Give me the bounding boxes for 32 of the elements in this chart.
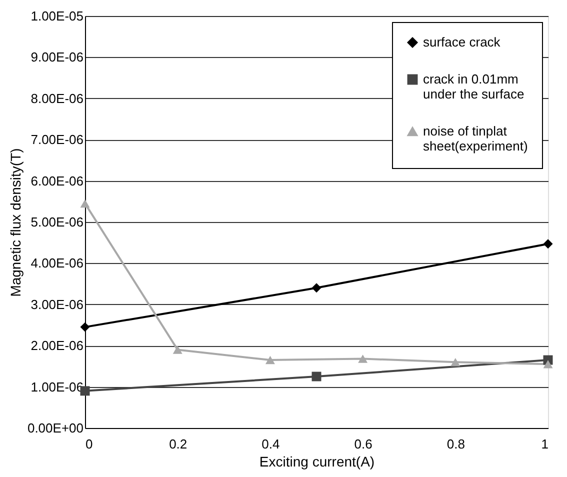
legend-label: noise of tinplat sheet(experiment) — [423, 124, 528, 154]
y-tick-label: 9.00E-06 — [30, 50, 84, 65]
x-tick-label: 0.6 — [354, 436, 372, 452]
x-axis-title: Exciting current(A) — [259, 454, 375, 470]
point — [80, 322, 90, 332]
x-tick-label: 0.2 — [169, 436, 188, 452]
x-tick-label: 1 — [541, 436, 548, 452]
x-tick-label: 0 — [86, 436, 93, 452]
legend-label: surface crack — [423, 34, 501, 50]
y-tick-label: 7.00E-06 — [30, 132, 84, 148]
point — [450, 358, 460, 366]
y-tick-label: 2.00E-06 — [30, 338, 84, 354]
y-axis-title: Magnetic flux density(T) — [7, 148, 24, 297]
y-tick-label: 5.00E-06 — [30, 214, 84, 230]
y-tick-label: 0.00E+00 — [27, 420, 84, 436]
x-tick-label: 0.8 — [446, 436, 465, 452]
x-tick-label: 0.4 — [262, 436, 280, 452]
y-tick-label: 8.00E-06 — [30, 90, 84, 106]
y-tick-label: 1.00E-05 — [30, 8, 84, 24]
point — [265, 356, 275, 364]
legend-label: crack in 0.01mm under the surface — [423, 72, 524, 102]
point — [312, 372, 322, 382]
y-tick-label: 4.00E-06 — [30, 256, 84, 271]
point — [543, 239, 553, 249]
y-tick-label: 3.00E-06 — [30, 296, 84, 312]
point — [80, 199, 90, 208]
point — [358, 354, 368, 363]
point — [312, 283, 322, 293]
y-tick-label: 6.00E-06 — [30, 173, 84, 188]
point — [543, 360, 553, 368]
y-tick-label: 1.00E-06 — [30, 379, 84, 394]
point — [172, 346, 182, 354]
